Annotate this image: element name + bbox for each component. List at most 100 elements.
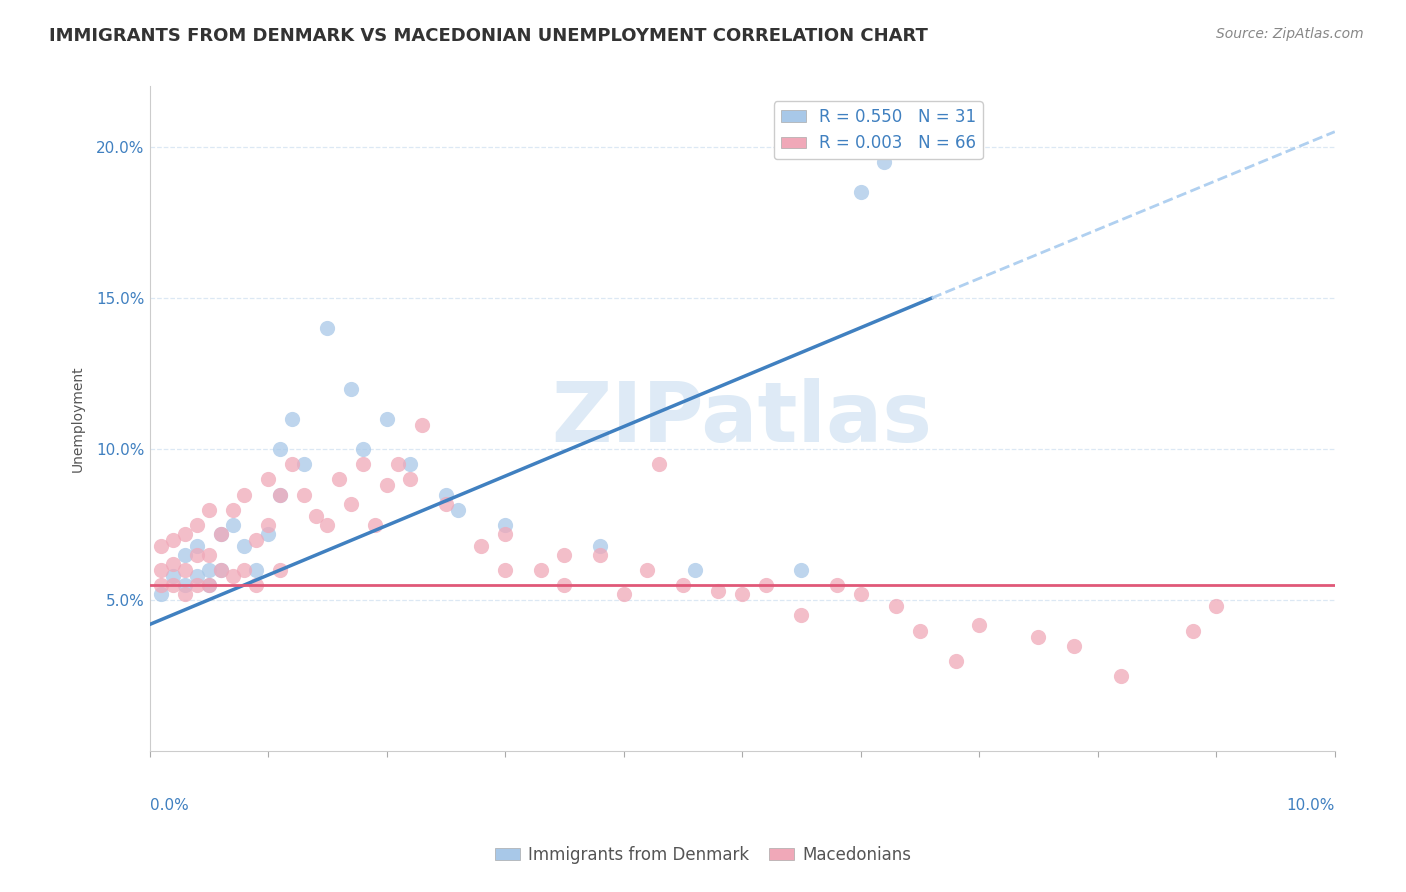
Point [530, 563, 553, 577]
Point [233, 563, 256, 577]
Point [281, 457, 304, 471]
Point [908, 624, 931, 638]
Point [198, 548, 221, 562]
Point [340, 382, 363, 396]
Point [221, 502, 243, 516]
Point [447, 502, 470, 516]
Point [174, 578, 197, 592]
Point [209, 563, 232, 577]
Point [150, 539, 173, 553]
Text: ZIPatlas: ZIPatlas [551, 378, 932, 459]
Point [399, 472, 422, 486]
Point [352, 457, 374, 471]
Legend: Immigrants from Denmark, Macedonians: Immigrants from Denmark, Macedonians [488, 839, 918, 871]
Point [186, 578, 208, 592]
Point [945, 654, 967, 668]
Point [162, 569, 184, 583]
Point [375, 478, 398, 492]
Point [1205, 599, 1227, 614]
Point [174, 548, 197, 562]
Point [1181, 624, 1204, 638]
Point [672, 578, 695, 592]
Point [292, 487, 315, 501]
Point [245, 533, 267, 547]
Point [613, 587, 636, 601]
Point [162, 578, 184, 592]
Y-axis label: Unemployment: Unemployment [72, 366, 86, 472]
Point [245, 578, 267, 592]
Point [186, 548, 208, 562]
Point [174, 587, 197, 601]
Text: 10.0%: 10.0% [1286, 798, 1334, 813]
Point [257, 472, 280, 486]
Point [494, 563, 516, 577]
Point [150, 563, 173, 577]
Point [221, 569, 243, 583]
Point [257, 526, 280, 541]
Point [281, 412, 304, 426]
Point [198, 502, 221, 516]
Point [221, 517, 243, 532]
Point [884, 599, 907, 614]
Point [316, 517, 339, 532]
Point [553, 548, 575, 562]
Point [150, 587, 173, 601]
Point [967, 617, 990, 632]
Point [825, 578, 848, 592]
Point [1063, 639, 1085, 653]
Point [269, 487, 291, 501]
Point [434, 487, 457, 501]
Point [257, 517, 280, 532]
Point [434, 497, 457, 511]
Point [162, 533, 184, 547]
Text: IMMIGRANTS FROM DENMARK VS MACEDONIAN UNEMPLOYMENT CORRELATION CHART: IMMIGRANTS FROM DENMARK VS MACEDONIAN UN… [49, 27, 928, 45]
Point [755, 578, 778, 592]
Point [790, 608, 813, 623]
Point [233, 487, 256, 501]
Point [494, 517, 516, 532]
Point [849, 185, 872, 199]
Point [269, 563, 291, 577]
Text: Source: ZipAtlas.com: Source: ZipAtlas.com [1216, 27, 1364, 41]
Point [269, 487, 291, 501]
Point [1028, 630, 1050, 644]
Point [494, 526, 516, 541]
Point [340, 497, 363, 511]
Point [186, 517, 208, 532]
Point [150, 578, 173, 592]
Point [352, 442, 374, 457]
Point [1111, 669, 1133, 683]
Point [304, 508, 326, 523]
Point [245, 563, 267, 577]
Point [364, 517, 387, 532]
Point [589, 548, 612, 562]
Point [209, 526, 232, 541]
Point [387, 457, 409, 471]
Point [553, 578, 575, 592]
Point [849, 587, 872, 601]
Text: 0.0%: 0.0% [149, 798, 188, 813]
Point [233, 539, 256, 553]
Point [411, 417, 433, 432]
Point [198, 578, 221, 592]
Point [198, 563, 221, 577]
Point [790, 563, 813, 577]
Point [470, 539, 492, 553]
Point [186, 569, 208, 583]
Point [375, 412, 398, 426]
Point [328, 472, 350, 486]
Point [707, 584, 730, 599]
Point [648, 457, 671, 471]
Point [589, 539, 612, 553]
Point [399, 457, 422, 471]
Point [683, 563, 706, 577]
Point [636, 563, 658, 577]
Point [292, 457, 315, 471]
Point [198, 578, 221, 592]
Point [209, 563, 232, 577]
Point [316, 321, 339, 335]
Point [731, 587, 754, 601]
Point [209, 526, 232, 541]
Legend: R = 0.550   N = 31, R = 0.003   N = 66: R = 0.550 N = 31, R = 0.003 N = 66 [773, 102, 983, 159]
Point [174, 526, 197, 541]
